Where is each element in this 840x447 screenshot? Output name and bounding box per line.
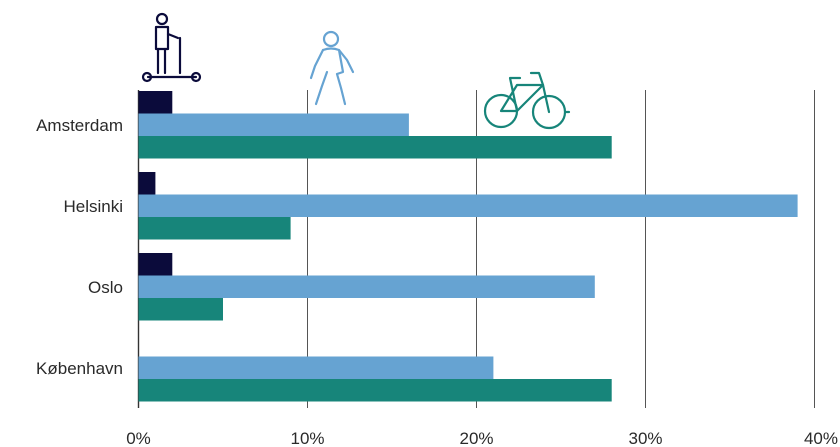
bar: [138, 379, 612, 402]
x-tick-label: 10%: [290, 429, 324, 447]
x-tick-labels: 0% 10% 20% 30% 40%: [126, 429, 838, 447]
x-tick-label: 40%: [804, 429, 838, 447]
bar: [138, 91, 173, 114]
bar: [138, 298, 223, 321]
bar: [138, 172, 156, 195]
x-tick-label: 30%: [628, 429, 662, 447]
category-label: København: [36, 359, 123, 378]
bar: [138, 136, 612, 159]
category-label: Oslo: [88, 278, 123, 297]
bar: [138, 217, 291, 240]
bar: [138, 356, 494, 379]
bar: [138, 113, 409, 136]
category-label: Amsterdam: [36, 116, 123, 135]
x-tick-label: 20%: [459, 429, 493, 447]
bars: [138, 91, 798, 402]
bar: [138, 194, 798, 217]
bar: [138, 253, 173, 276]
category-labels: Amsterdam Helsinki Oslo København: [36, 116, 123, 378]
bar: [138, 275, 595, 298]
bicycle-icon: [483, 71, 571, 130]
x-tick-label: 0%: [126, 429, 151, 447]
kick-scooter-icon: [141, 12, 202, 83]
pedestrian-icon: [309, 30, 355, 106]
category-label: Helsinki: [63, 197, 123, 216]
